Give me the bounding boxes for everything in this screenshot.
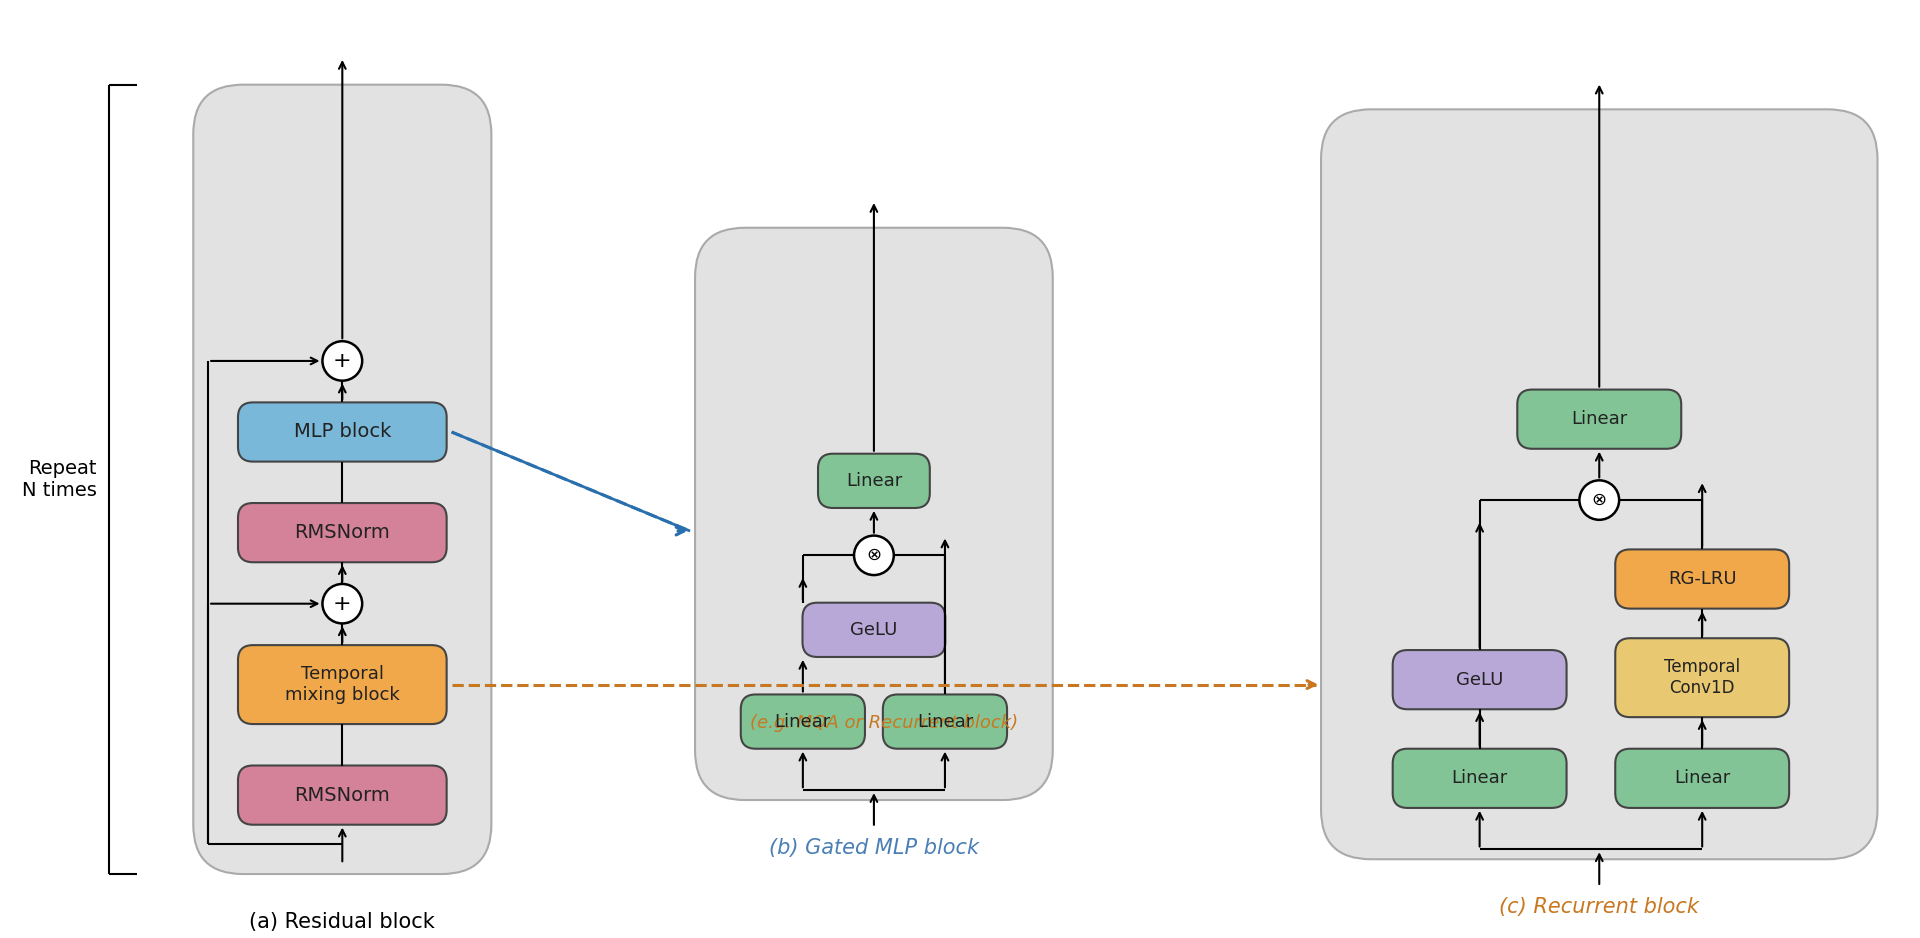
Text: Linear: Linear — [847, 472, 902, 490]
FancyBboxPatch shape — [1392, 749, 1567, 808]
FancyBboxPatch shape — [194, 84, 492, 874]
FancyBboxPatch shape — [238, 402, 447, 461]
FancyBboxPatch shape — [1615, 550, 1789, 609]
Text: Temporal
Conv1D: Temporal Conv1D — [1665, 658, 1740, 697]
FancyBboxPatch shape — [1321, 110, 1878, 859]
FancyBboxPatch shape — [238, 503, 447, 562]
FancyBboxPatch shape — [238, 765, 447, 825]
FancyBboxPatch shape — [695, 228, 1052, 800]
Circle shape — [1580, 480, 1619, 520]
Text: Linear: Linear — [1571, 410, 1628, 428]
Text: (b) Gated MLP block: (b) Gated MLP block — [768, 838, 979, 857]
Text: ⊗: ⊗ — [1592, 492, 1607, 509]
Text: (e.g. MQA or Recurrent block): (e.g. MQA or Recurrent block) — [751, 714, 1018, 733]
Text: Linear: Linear — [1674, 769, 1730, 787]
Text: MLP block: MLP block — [294, 422, 392, 442]
Circle shape — [323, 341, 363, 381]
FancyBboxPatch shape — [1392, 650, 1567, 709]
FancyBboxPatch shape — [803, 603, 945, 657]
Text: RMSNorm: RMSNorm — [294, 523, 390, 542]
Circle shape — [854, 536, 895, 575]
FancyBboxPatch shape — [818, 454, 929, 508]
Text: +: + — [332, 594, 351, 613]
Text: Temporal
mixing block: Temporal mixing block — [284, 665, 399, 704]
FancyBboxPatch shape — [1615, 638, 1789, 718]
Text: Linear: Linear — [918, 713, 973, 731]
Text: +: + — [332, 351, 351, 371]
FancyBboxPatch shape — [741, 694, 866, 749]
FancyBboxPatch shape — [883, 694, 1008, 749]
Text: (c) Recurrent block: (c) Recurrent block — [1500, 897, 1699, 916]
Text: Linear: Linear — [776, 713, 831, 731]
Text: RG-LRU: RG-LRU — [1668, 570, 1736, 588]
Circle shape — [323, 584, 363, 624]
Text: ⊗: ⊗ — [866, 546, 881, 565]
Text: Repeat
N times: Repeat N times — [21, 459, 96, 500]
Text: GeLU: GeLU — [851, 621, 897, 639]
Text: GeLU: GeLU — [1455, 671, 1503, 688]
FancyBboxPatch shape — [238, 645, 447, 724]
Text: Linear: Linear — [1452, 769, 1507, 787]
FancyBboxPatch shape — [1615, 749, 1789, 808]
Text: RMSNorm: RMSNorm — [294, 786, 390, 805]
Text: (a) Residual block: (a) Residual block — [250, 912, 436, 931]
FancyBboxPatch shape — [1517, 389, 1682, 448]
